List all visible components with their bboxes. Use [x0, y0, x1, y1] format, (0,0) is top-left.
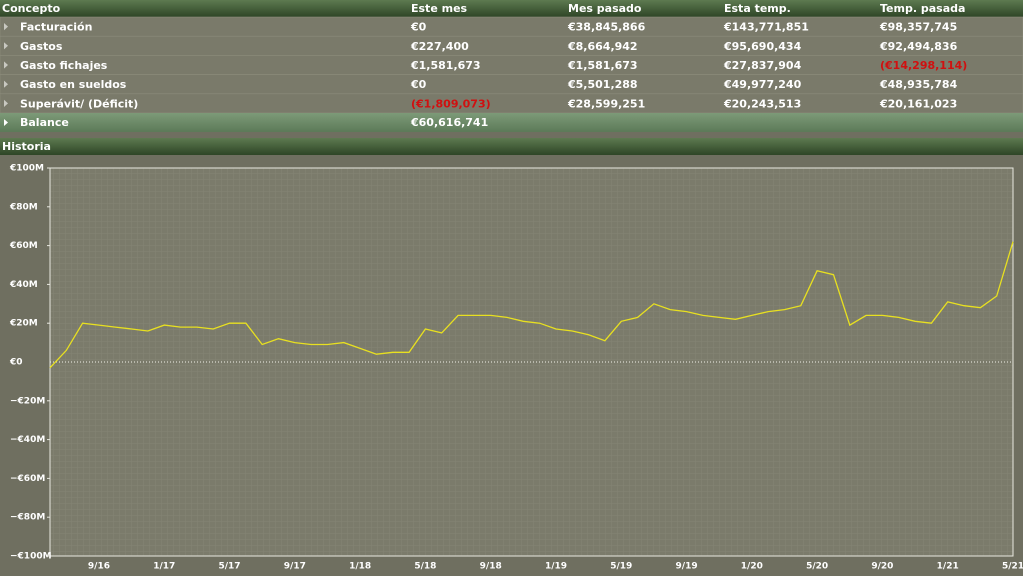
row-label: Gastos: [20, 40, 63, 53]
cell-value: €8,664,942: [567, 40, 638, 53]
y-tick-label: −€80M: [10, 513, 45, 523]
row-bg: [0, 74, 1023, 95]
cell-value: €1,581,673: [567, 59, 638, 72]
y-tick-label: €0: [9, 358, 23, 368]
table-header-bg: [0, 0, 1023, 17]
line-series: [49, 241, 1014, 369]
expand-arrow: [4, 61, 8, 69]
row-label: Facturación: [20, 21, 92, 34]
balance-bg: [0, 113, 1023, 132]
x-tick-label: 1/21: [937, 562, 959, 572]
cell-value: €143,771,851: [723, 21, 809, 34]
cell-value: €38,845,866: [567, 21, 646, 34]
expand-arrow: [4, 80, 8, 88]
row-bg: [0, 16, 1023, 37]
cell-value: €27,837,904: [723, 59, 802, 72]
cell-value: €0: [410, 78, 427, 91]
x-tick-label: 1/18: [349, 562, 371, 572]
y-tick-label: €100M: [9, 164, 44, 174]
x-tick-label: 9/17: [284, 562, 306, 572]
x-tick-label: 5/17: [219, 562, 241, 572]
y-tick-label: €80M: [9, 202, 38, 212]
row-label: Superávit/ (Déficit): [20, 97, 138, 110]
row-bg: [0, 93, 1023, 114]
column-header: Esta temp.: [724, 2, 791, 15]
cell-value: €95,690,434: [723, 40, 802, 53]
x-tick-label: 9/19: [676, 562, 698, 572]
table: Concepto Este mes Mes pasado Esta temp. Temp…: [0, 2, 1023, 132]
x-tick-label: 1/20: [741, 562, 763, 572]
cell-value: (€1,809,073): [411, 97, 491, 110]
x-tick-label: 5/19: [610, 562, 632, 572]
column-header: Mes pasado: [568, 2, 642, 15]
section-header-bg: [0, 138, 1023, 155]
y-tick-label: €20M: [9, 319, 38, 329]
cell-value: €28,599,251: [567, 97, 645, 110]
cell-value: €49,977,240: [723, 78, 802, 91]
expand-arrow: [4, 119, 8, 126]
row-bg: [0, 35, 1023, 56]
x-tick-label: 9/16: [88, 562, 110, 572]
row-label: Gasto fichajes: [20, 59, 108, 72]
column-header: Temp. pasada: [880, 2, 965, 15]
cell-value: €48,935,784: [879, 78, 958, 91]
y-tick-label: −€20M: [10, 396, 45, 406]
chart: −€100M −€80M −€60M −€40M −€20M €0 €20M €40M €60M…: [9, 164, 1023, 572]
y-tick-label: −€40M: [10, 435, 45, 445]
y-tick-label: €60M: [9, 241, 38, 251]
cell-value: €5,501,288: [567, 78, 638, 91]
x-tick-label: 5/18: [414, 562, 436, 572]
section-title: Historia: [2, 140, 51, 153]
y-tick-label: €40M: [9, 280, 38, 290]
cell-value: €92,494,836: [879, 40, 958, 53]
cell-value: €227,400: [410, 40, 469, 53]
cell-value: €0: [410, 21, 427, 34]
expand-arrow: [4, 99, 8, 107]
x-tick-label: 5/21: [1002, 562, 1023, 572]
y-tick-label: −€60M: [10, 474, 45, 484]
cell-value: €1,581,673: [410, 59, 481, 72]
cell-value: €98,357,745: [879, 21, 957, 34]
column-header: Concepto: [2, 2, 61, 15]
row-label: Balance: [20, 116, 69, 129]
cell-value: €20,243,513: [723, 97, 801, 110]
column-header: Este mes: [411, 2, 468, 15]
x-tick-label: 9/18: [480, 562, 502, 572]
x-tick-label: 5/20: [806, 562, 828, 572]
cell-value: €20,161,023: [879, 97, 957, 110]
row-bg: [0, 55, 1023, 75]
row-label: Gasto en sueldos: [20, 78, 127, 91]
x-tick-label: 1/19: [545, 562, 567, 572]
expand-arrow: [4, 23, 8, 31]
x-tick-label: 9/20: [871, 562, 893, 572]
cell-value: (€14,298,114): [880, 59, 967, 72]
plot-area: [49, 167, 1014, 557]
cell-value: €60,616,741: [410, 116, 488, 129]
y-tick-label: −€100M: [10, 552, 52, 562]
expand-arrow: [4, 42, 8, 50]
x-tick-label: 1/17: [153, 562, 175, 572]
